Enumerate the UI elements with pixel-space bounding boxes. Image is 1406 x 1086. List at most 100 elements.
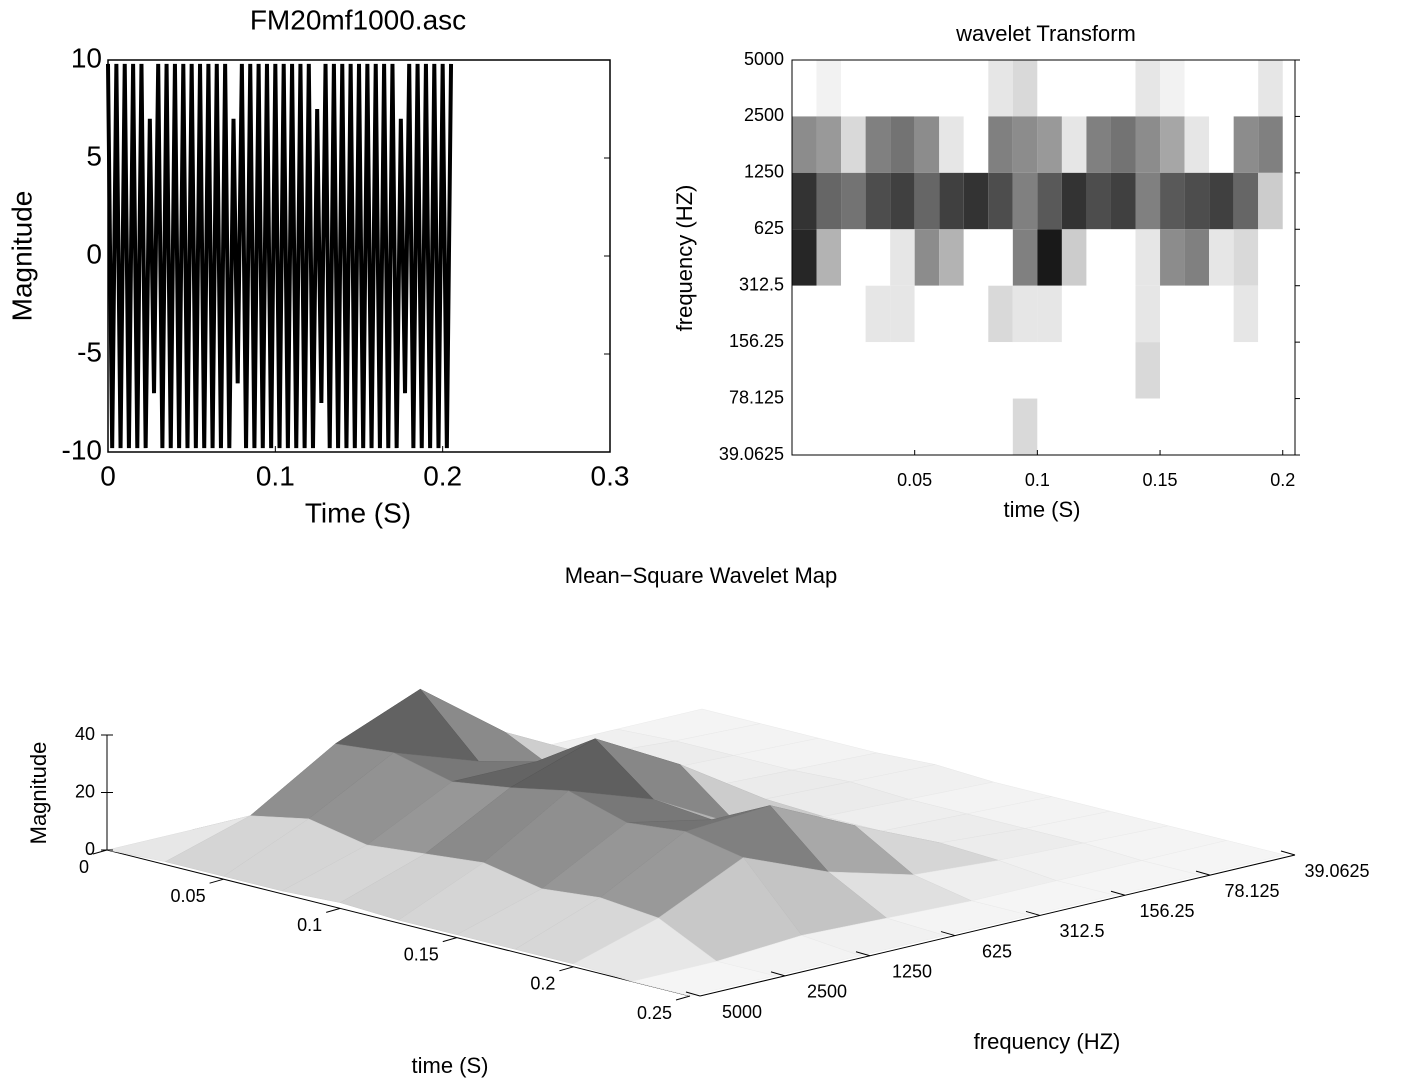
x-tick (675, 995, 691, 1001)
heat-cell (1110, 398, 1136, 455)
x-tick-label: 0.1 (1025, 470, 1050, 490)
y-tick-label: 78.125 (1224, 881, 1279, 901)
heat-cell (1086, 285, 1111, 343)
heat-cell (1012, 342, 1038, 399)
signal-line (106, 63, 454, 449)
x-tick-label: 0.2 (1270, 470, 1295, 490)
heat-cell (1037, 116, 1062, 173)
heat-cell (865, 229, 891, 286)
y-tick (1110, 890, 1126, 896)
heat-cell (963, 398, 989, 455)
heat-cell (963, 60, 989, 117)
heat-cell (1135, 398, 1161, 455)
heat-cell (865, 342, 891, 399)
heat-cell (1209, 172, 1234, 230)
x-axis-label: time (S) (412, 1053, 489, 1078)
heat-cell (1061, 172, 1087, 230)
y-tick-label: 5 (86, 140, 102, 171)
heat-cell (988, 285, 1013, 343)
heat-cell (963, 172, 989, 230)
y-tick-label: 10 (71, 42, 102, 73)
heat-cell (1110, 172, 1136, 230)
y-tick (1195, 870, 1211, 876)
heat-cell (1086, 60, 1111, 117)
heat-cell (1037, 172, 1062, 230)
x-axis-label: Time (S) (305, 497, 411, 528)
heat-cell (1258, 342, 1283, 399)
heat-cell (816, 116, 842, 173)
heat-cell (1160, 172, 1185, 230)
heat-cell (1135, 342, 1161, 399)
y-tick (685, 991, 701, 997)
heat-cell (939, 116, 964, 173)
heat-cell (865, 398, 891, 455)
plot-frame (791, 59, 1296, 456)
heat-cell (865, 172, 891, 230)
x-tick (442, 937, 457, 943)
heat-cell (1135, 60, 1161, 117)
heat-cell (1012, 398, 1038, 455)
heat-cell (816, 342, 842, 399)
heat-cell (1160, 285, 1185, 343)
heat-cell (1160, 398, 1185, 455)
heat-cell (890, 172, 915, 230)
heat-cell (1135, 172, 1161, 230)
heat-cell (1258, 229, 1283, 286)
y-tick-label: 625 (982, 941, 1012, 961)
heat-cell (1037, 229, 1062, 286)
heat-cell (1086, 116, 1111, 173)
heat-cell (1209, 116, 1234, 173)
heat-cell (1209, 229, 1234, 286)
z-tick-label: 0 (85, 839, 95, 859)
y-axis-label: frequency (HZ) (974, 1029, 1121, 1054)
y-tick-label: 39.0625 (1304, 861, 1369, 881)
heat-cell (939, 60, 964, 117)
heat-cell (1258, 398, 1283, 455)
heat-cell (1233, 342, 1259, 399)
heat-cell (792, 172, 817, 230)
heat-cell (988, 398, 1013, 455)
y-tick-label: 5000 (744, 49, 784, 69)
heat-cell (816, 229, 842, 286)
heat-cell (1184, 285, 1210, 343)
heat-cell (1258, 116, 1283, 173)
y-tick-label: 5000 (722, 1002, 762, 1022)
x-axis-line (106, 849, 691, 997)
y-tick-label: 625 (754, 218, 784, 238)
y-tick-label: -10 (62, 434, 102, 465)
y-tick (770, 971, 786, 977)
heat-cell (1086, 342, 1111, 399)
chart-title: FM20mf1000.asc (250, 4, 466, 35)
heat-cell (1012, 60, 1038, 117)
heat-cell (939, 342, 964, 399)
heat-cell (1012, 172, 1038, 230)
heat-cell (816, 285, 842, 343)
heat-cell (914, 229, 940, 286)
heat-cell (914, 398, 940, 455)
heat-cell (1209, 342, 1234, 399)
y-axis-line (699, 854, 1296, 997)
y-tick-label: 312.5 (1059, 921, 1104, 941)
y-tick-label: -5 (77, 336, 102, 367)
x-tick-label: 0.1 (297, 915, 322, 935)
chart-title: Mean−Square Wavelet Map (565, 563, 838, 588)
x-tick-label: 0 (100, 460, 116, 491)
heat-cell (1160, 116, 1185, 173)
y-tick-label: 2500 (807, 982, 847, 1002)
heat-cell (914, 172, 940, 230)
heat-cell (792, 285, 817, 343)
y-tick-label: 2500 (744, 105, 784, 125)
heat-cell (1037, 398, 1062, 455)
heat-cell (1233, 285, 1259, 343)
heat-cell (865, 60, 891, 117)
x-tick (209, 878, 224, 884)
heat-cell (1037, 342, 1062, 399)
heat-cell (1209, 398, 1234, 455)
heat-cell (1184, 172, 1210, 230)
x-tick (559, 966, 574, 972)
x-tick-label: 0.1 (256, 460, 295, 491)
x-tick-label: 0 (79, 857, 89, 877)
y-tick (855, 951, 871, 957)
x-tick-label: 0.15 (404, 944, 439, 964)
